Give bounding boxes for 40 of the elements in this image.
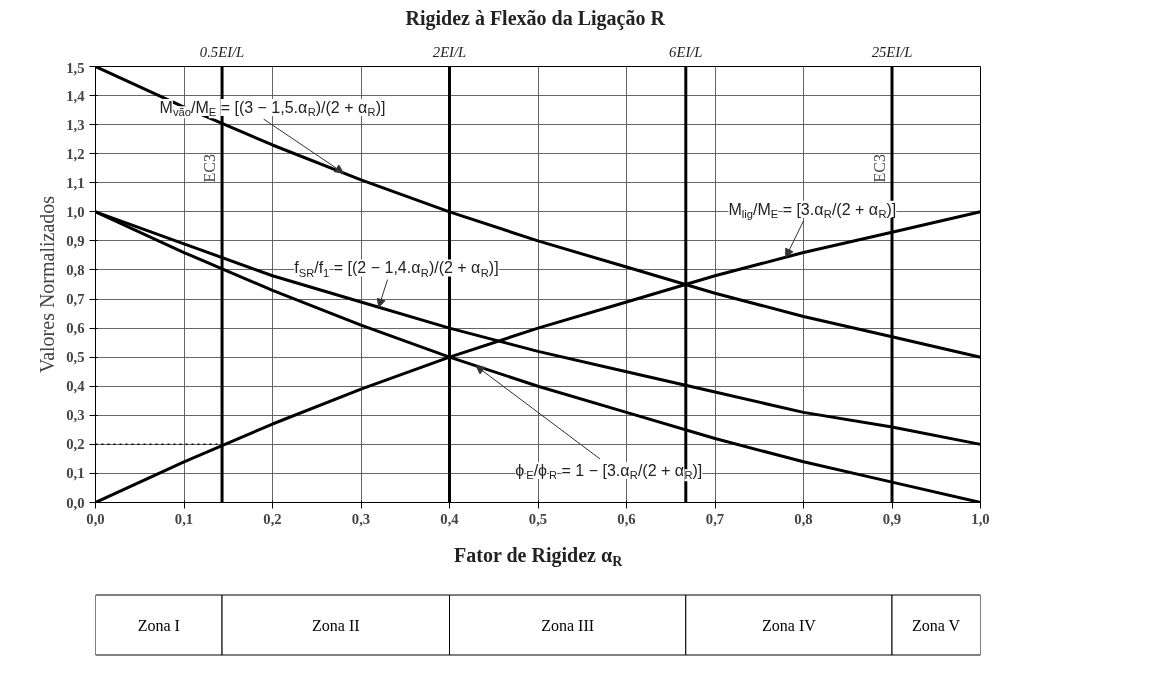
x-tick-label: 0,9: [882, 510, 902, 527]
ref-line-label: 0.5EI/L: [199, 43, 245, 60]
annotation: EC3: [201, 154, 219, 183]
y-tick-label: 0,6: [66, 320, 85, 337]
annotation: EC3: [871, 154, 888, 183]
x-tick-label: 0,2: [263, 510, 282, 527]
y-tick-label: 1,4: [66, 87, 86, 104]
x-tick-label: 0,3: [351, 510, 371, 527]
y-tick-label: 0,3: [66, 407, 85, 424]
y-tick-label: 0,2: [66, 436, 85, 453]
x-tick-label: 0,0: [86, 510, 105, 527]
ref-line-label: 2EI/L: [432, 43, 467, 60]
text: Zona II: [312, 616, 360, 634]
text: Zona I: [137, 616, 180, 634]
y-tick-label: 0,9: [66, 232, 85, 249]
y-tick-label: 0,1: [66, 465, 85, 482]
x-tick-label: 0,1: [174, 510, 194, 527]
text: Zona V: [912, 616, 961, 634]
x-tick-label: 0,4: [440, 510, 460, 527]
x-tick-label: 0,6: [617, 510, 636, 527]
y-tick-label: 1,5: [66, 59, 85, 76]
y-tick-label: 0,5: [66, 349, 85, 366]
y-tick-label: 0,8: [66, 261, 85, 278]
ref-line-label: 6EI/L: [669, 43, 703, 60]
y-tick-label: 0,4: [66, 378, 86, 395]
y-tick-label: 1,2: [66, 145, 85, 162]
text: Zona III: [541, 616, 595, 634]
y-tick-label: 1,3: [66, 116, 85, 133]
x-tick-label: 0,8: [794, 510, 813, 527]
x-tick-label: 0,7: [705, 510, 725, 527]
y-tick-label: 0,7: [66, 291, 85, 308]
y-axis-title: Valores Normalizados: [36, 195, 59, 374]
chart-title: Rigidez à Flexão da Ligação R: [405, 6, 666, 30]
ref-line-label: 25EI/L: [871, 43, 913, 60]
x-tick-label: 0,5: [528, 510, 548, 527]
y-tick-label: 1,1: [66, 174, 85, 191]
x-tick-label: 1,0: [971, 510, 990, 527]
y-tick-label: 1,0: [66, 203, 85, 220]
y-tick-label: 0,0: [66, 494, 85, 511]
text: Zona IV: [762, 616, 817, 634]
